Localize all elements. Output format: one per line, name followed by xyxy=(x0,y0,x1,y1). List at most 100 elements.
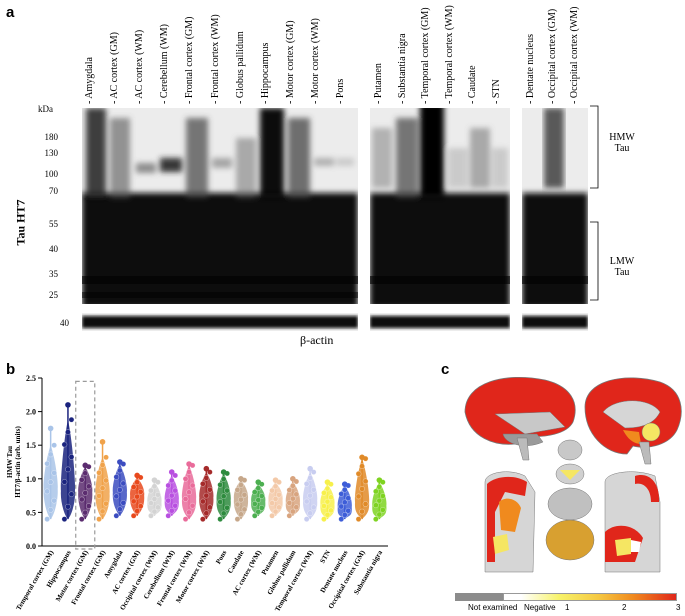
actin-strip-3-image xyxy=(522,316,588,328)
violin-point xyxy=(310,486,317,493)
coronal-section-right xyxy=(604,471,661,573)
violin-point xyxy=(255,509,261,515)
violin-point xyxy=(120,480,127,487)
violin-max-point xyxy=(307,465,313,472)
violin-point xyxy=(137,489,144,495)
violin-point xyxy=(117,467,123,474)
violin-point xyxy=(269,500,275,506)
brain-lateral-view xyxy=(464,377,576,461)
violin-point xyxy=(113,493,120,500)
violin-point xyxy=(86,483,92,490)
mw-marker: 55 xyxy=(49,219,58,229)
violin-point xyxy=(321,490,327,496)
lane-label: Globus pallidum xyxy=(235,31,246,104)
hmw-tau-label: HMW Tau xyxy=(609,132,635,154)
actin-strip-2 xyxy=(370,313,510,331)
violin-point xyxy=(220,510,227,517)
violin-max-point xyxy=(99,439,106,445)
violin-point xyxy=(47,479,54,485)
violin-point xyxy=(355,493,362,500)
violin-point xyxy=(151,508,158,515)
violin-point xyxy=(165,497,171,504)
violin-point xyxy=(65,466,71,473)
violin-point xyxy=(130,513,137,519)
highlight-box xyxy=(75,380,96,550)
lane-label: Putamen xyxy=(373,63,384,104)
violin-max-point xyxy=(220,469,227,475)
violin-point xyxy=(290,483,296,489)
violin-point xyxy=(272,496,279,502)
violin-point xyxy=(151,483,158,490)
blot-group-3 xyxy=(522,108,588,304)
violin-point xyxy=(321,516,327,522)
violin-point xyxy=(96,516,102,522)
violin-point xyxy=(272,483,279,490)
violin-point xyxy=(165,482,171,489)
violin-point xyxy=(78,516,85,522)
violin-max-point xyxy=(255,479,262,485)
violin-point xyxy=(165,513,171,519)
violin-point xyxy=(362,501,369,507)
violin-point xyxy=(68,491,75,498)
violin-point xyxy=(259,493,265,499)
kda-label: kDa xyxy=(38,104,53,114)
violin-point xyxy=(217,499,223,505)
violin-point xyxy=(255,497,261,503)
violin-point xyxy=(303,481,310,487)
violin-point xyxy=(103,500,109,507)
violin-point xyxy=(328,494,334,501)
violin-point xyxy=(113,474,120,480)
violin-point xyxy=(217,482,223,488)
violin-point xyxy=(355,516,362,522)
violin-point xyxy=(203,475,210,481)
violin-point xyxy=(269,487,275,494)
violin-point xyxy=(200,498,206,505)
violin-point xyxy=(189,482,196,489)
panel-letter-c: c xyxy=(441,361,450,378)
mw-marker: 25 xyxy=(49,290,58,300)
violin-point xyxy=(207,469,213,475)
violin-point xyxy=(286,500,293,506)
violin-point xyxy=(151,496,158,502)
violin-max-point xyxy=(324,479,331,485)
lane-label: Dentate nucleus xyxy=(525,34,536,104)
violin-point xyxy=(359,463,365,469)
y-tick-label: 1.5 xyxy=(26,441,36,450)
violin-point xyxy=(82,509,89,516)
violin-point xyxy=(251,513,258,519)
violin-point xyxy=(303,516,310,522)
colorbar-not-examined-swatch xyxy=(455,593,503,601)
lane-label: Occipital cortex (GM) xyxy=(547,9,558,104)
violin-point xyxy=(217,516,223,522)
lane-label: Motor cortex (GM) xyxy=(285,20,296,104)
violin-point xyxy=(103,477,109,484)
violin-point xyxy=(310,504,317,511)
x-tick-label: Pons xyxy=(214,549,228,566)
violin-max-point xyxy=(151,477,158,483)
violin-point xyxy=(130,498,137,505)
violin-point xyxy=(189,502,196,509)
blot-group-1 xyxy=(82,108,358,304)
blot-group-2 xyxy=(370,108,510,304)
violin-point xyxy=(373,502,379,509)
violin-max-point xyxy=(272,477,279,483)
y-tick-label: 0.0 xyxy=(26,542,36,551)
y-axis-label: HT7/β-actin (arb. units) xyxy=(14,426,22,498)
violin-point xyxy=(148,487,154,494)
colorbar-negative-label: Negative xyxy=(524,603,556,612)
violin-point xyxy=(172,502,179,509)
colorbar-1-label: 1 xyxy=(565,603,570,612)
violin-max-point xyxy=(117,459,123,465)
violin-max-point xyxy=(82,462,89,469)
tau-brackets xyxy=(590,105,599,301)
colorbar-not-examined-label: Not examined xyxy=(468,603,518,612)
actin-strip-3 xyxy=(522,313,588,331)
mw-marker: 180 xyxy=(44,132,59,142)
violin-point xyxy=(220,493,227,500)
mw-marker: 70 xyxy=(49,186,58,196)
brain-heatmap xyxy=(464,377,682,573)
tau-ht7-axis-label: Tau HT7 xyxy=(13,200,28,246)
colorbar-2-label: 2 xyxy=(622,603,627,612)
violin-point xyxy=(251,501,258,507)
violin-point xyxy=(345,507,352,514)
